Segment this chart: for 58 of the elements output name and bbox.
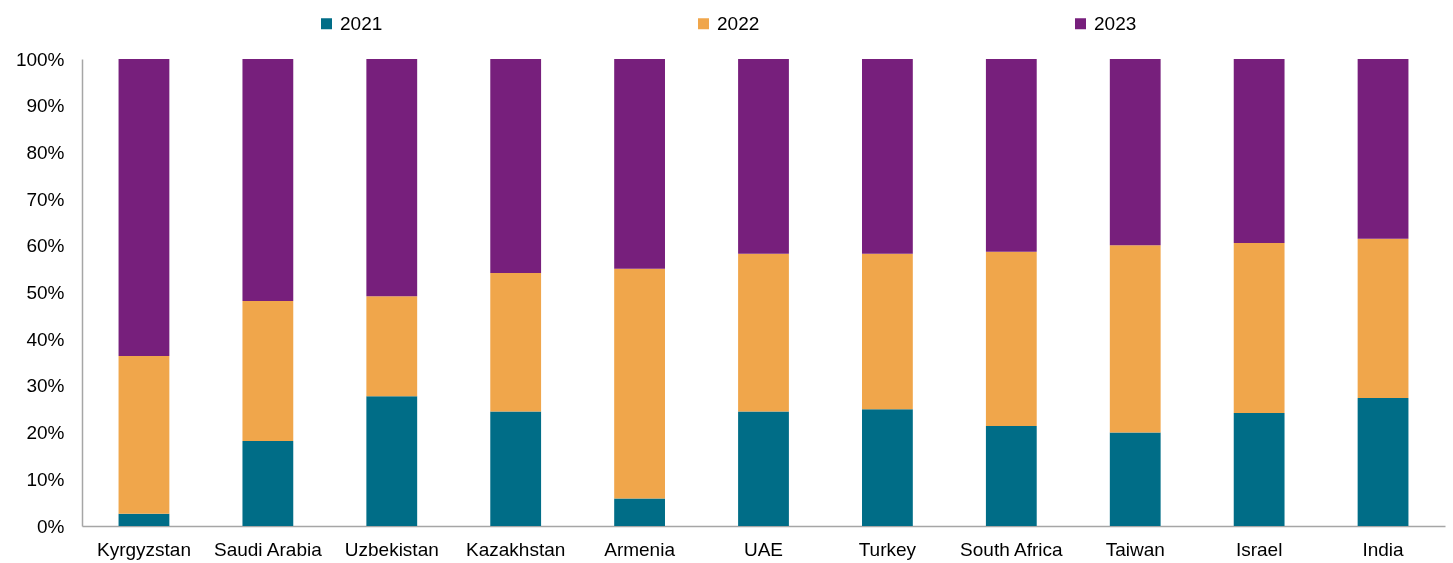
y-tick-label: 80% [26,141,65,163]
y-tick-label: 40% [26,328,65,350]
bar [366,296,418,397]
bar [1357,59,1409,239]
y-tick-label: 20% [26,422,65,444]
bar [614,498,665,526]
bar [985,251,1037,427]
bar [738,253,789,412]
bar [738,59,789,254]
bar [118,356,170,514]
bar [366,59,418,297]
bar [985,426,1037,526]
bar [614,59,665,269]
y-tick-label: 10% [26,468,65,490]
x-tick-label: Israel [1235,538,1283,560]
y-tick-label: 0% [37,515,65,537]
y-tick-label: 90% [26,95,65,117]
bar [614,268,665,499]
bar [366,396,418,526]
bar [862,409,913,526]
x-tick-label: India [1362,538,1405,560]
bar [242,59,294,301]
bar [738,411,789,526]
bar [490,411,542,526]
bar [1357,398,1409,526]
legend-label: 2023 [1094,12,1137,34]
bar [1233,243,1285,413]
bar [242,300,294,442]
bar [862,253,913,410]
x-tick-label: Kyrgyzstan [96,538,191,560]
bar [118,59,170,357]
x-tick-label: Turkey [858,538,917,560]
x-tick-label: Saudi Arabia [213,538,323,560]
x-tick-label: UAE [743,538,784,560]
bar [862,59,913,254]
bar [1233,412,1285,526]
bar [490,59,542,273]
bar [1357,238,1409,399]
y-tick-label: 60% [26,235,65,257]
bar [1233,59,1285,243]
y-tick-label: 50% [26,282,65,303]
bar [490,272,542,412]
bar [242,441,294,526]
bar [118,513,170,526]
y-tick-label: 100% [15,48,65,70]
x-tick-label: Armenia [604,538,676,560]
y-tick-label: 30% [26,375,65,397]
x-tick-label: South Africa [960,538,1063,560]
x-tick-label: Kazakhstan [466,538,566,560]
bar [1109,245,1161,433]
bar [1109,432,1161,526]
legend-label: 2022 [717,12,760,34]
x-tick-label: Uzbekistan [344,538,439,560]
y-tick-label: 70% [26,188,65,210]
x-tick-label: Taiwan [1105,538,1165,560]
legend-label: 2021 [340,12,383,34]
bar [1109,59,1161,246]
bar [985,59,1037,252]
